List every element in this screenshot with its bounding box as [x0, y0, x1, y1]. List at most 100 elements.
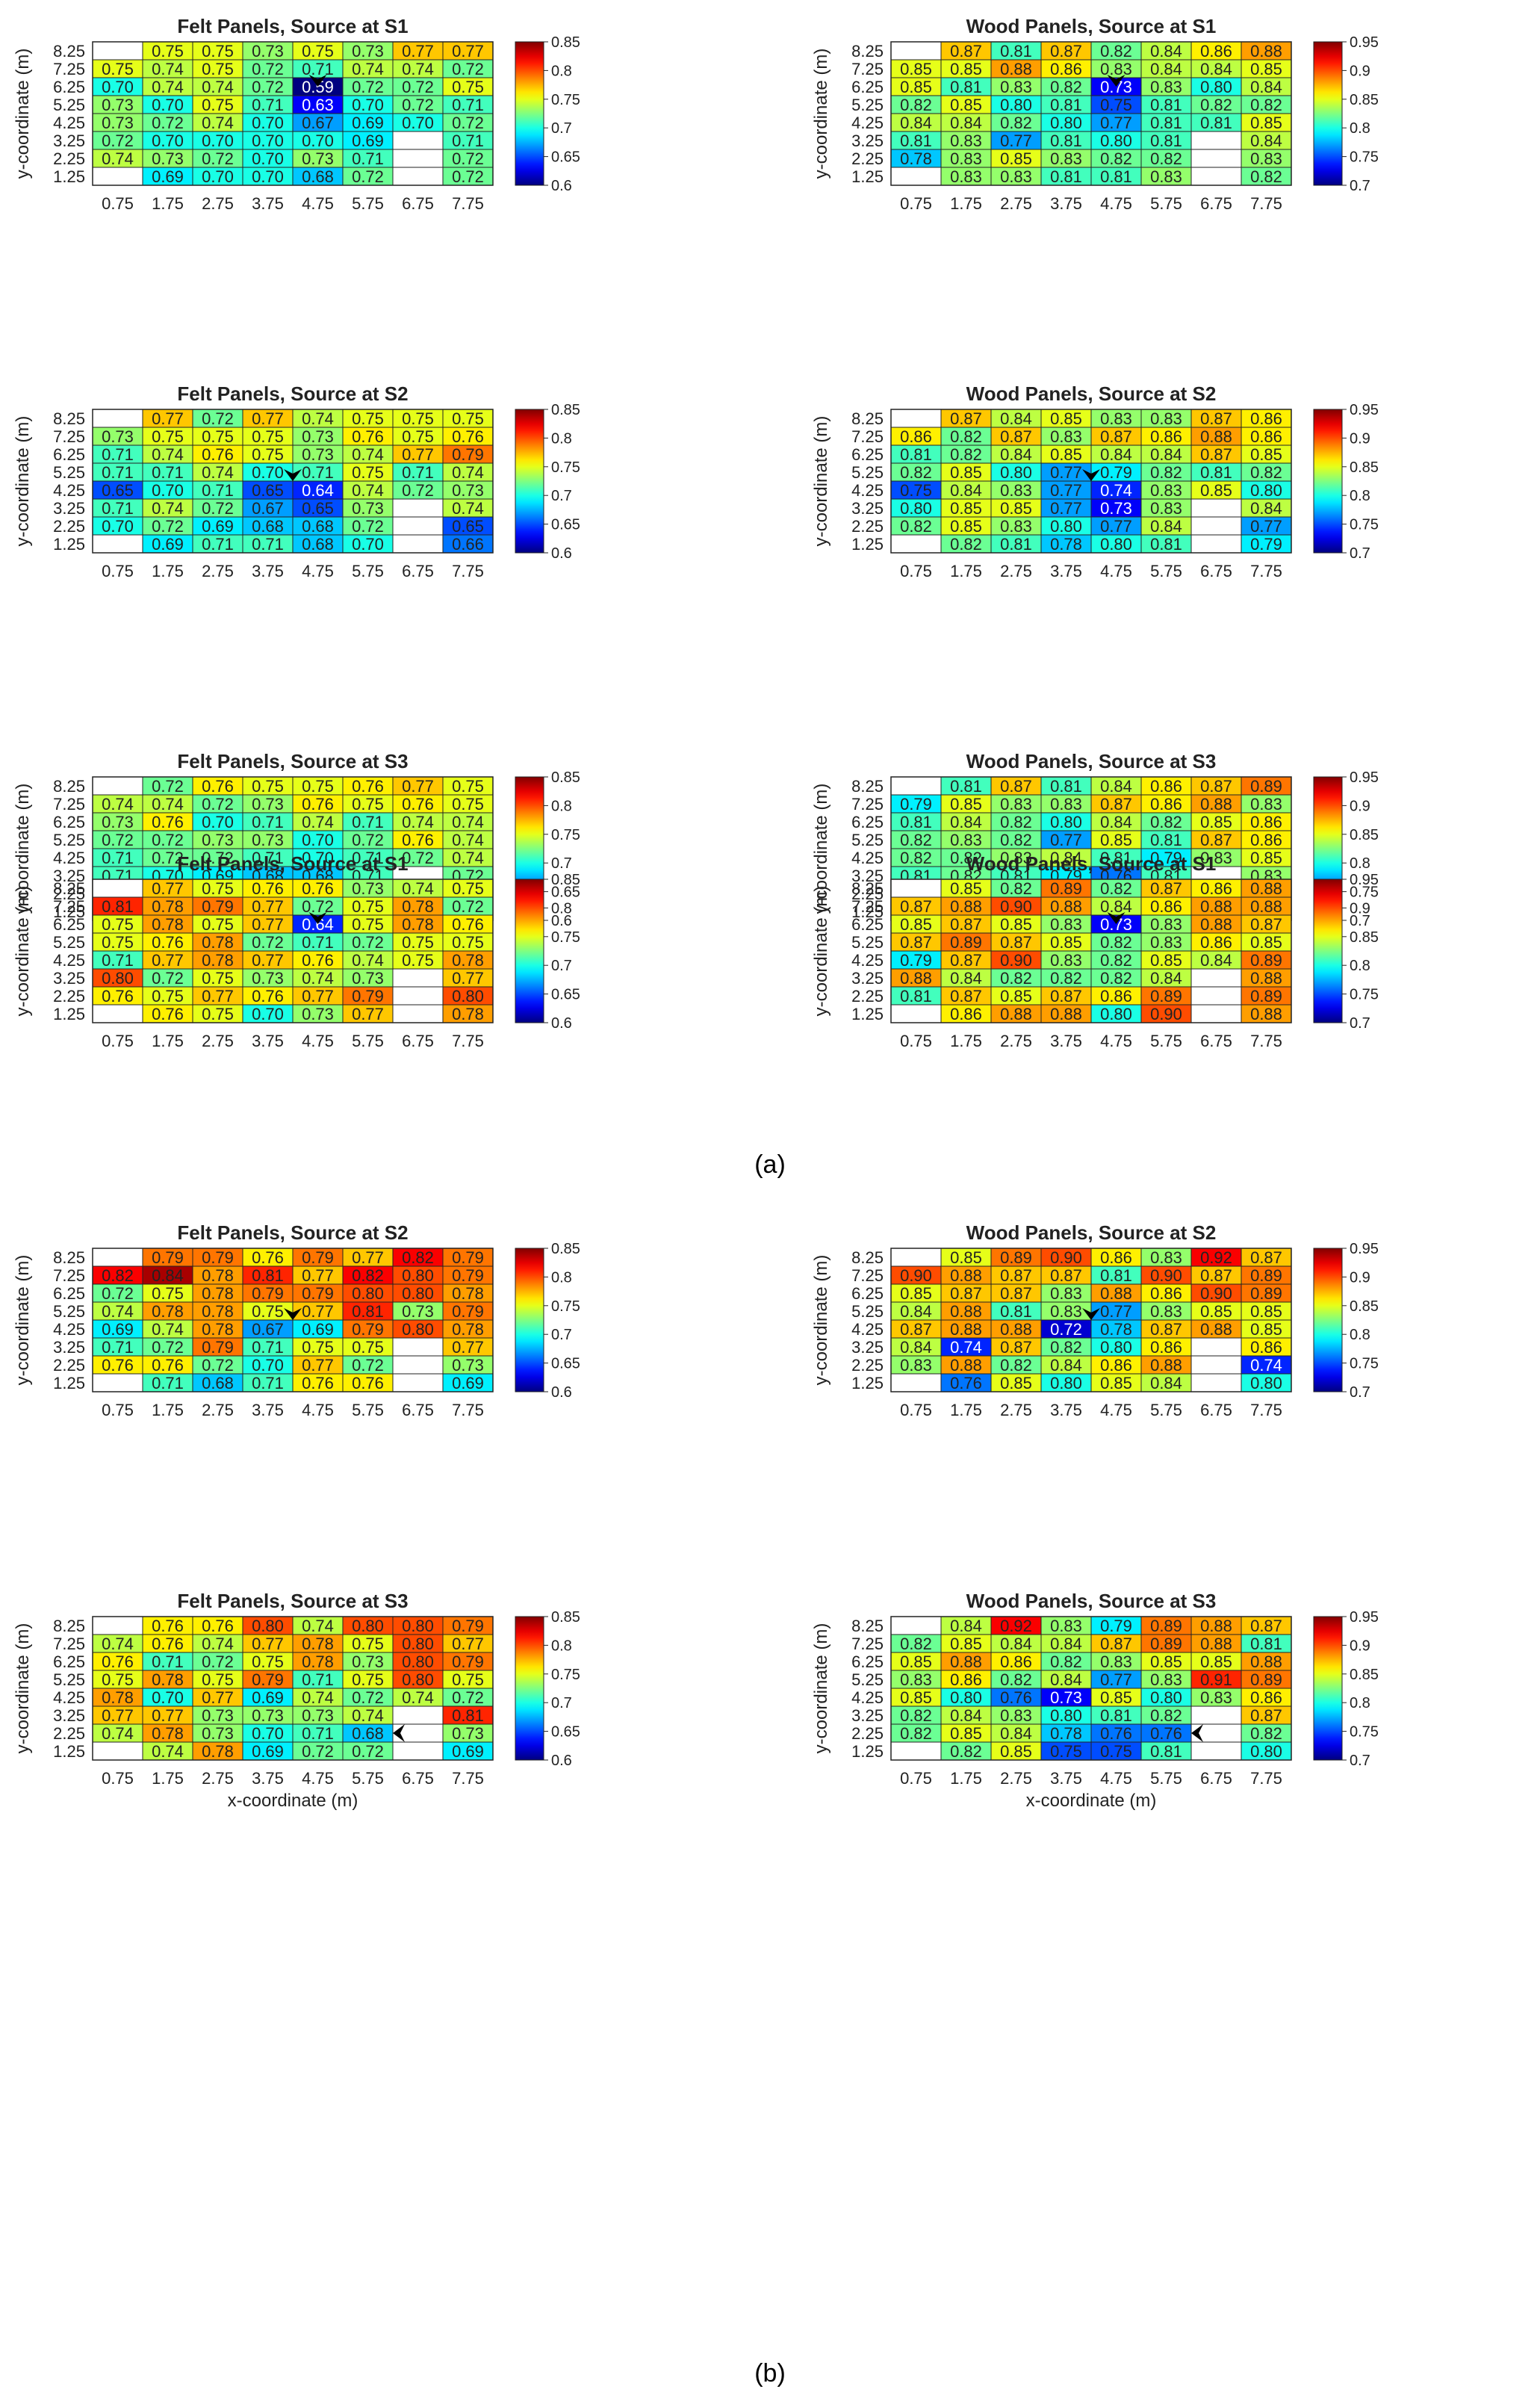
colorbar [515, 879, 544, 1023]
cell-value-label: 0.74 [452, 849, 484, 867]
heatmap-cell [392, 113, 444, 132]
heatmap-cell [242, 516, 294, 536]
colorbar-tick-label: 0.7 [551, 1327, 572, 1343]
cell-value-label: 0.82 [900, 849, 932, 867]
cell-value-label: 0.74 [202, 114, 234, 132]
heatmap-cell [292, 409, 344, 428]
cell-value-label: 0.84 [1150, 60, 1182, 78]
cell-value-label: 0.77 [1100, 1302, 1132, 1321]
cell-value-label: 0.76 [950, 1374, 982, 1392]
cell-value-label: 0.81 [102, 897, 134, 916]
cell-value-label: 0.71 [152, 1374, 184, 1392]
cell-value-label: 0.74 [202, 1635, 234, 1653]
colorbar-tick-label: 0.7 [1350, 1384, 1370, 1401]
y-tick-label: 8.25 [53, 42, 85, 61]
y-tick-label: 5.25 [851, 96, 884, 114]
cell-value-label: 0.87 [1200, 831, 1232, 849]
cell-value-label: 0.65 [252, 481, 284, 500]
heatmap-cell [990, 462, 1042, 482]
cell-value-label: 0.82 [1150, 149, 1182, 168]
cell-value-label: 0.75 [202, 96, 234, 114]
x-tick-label: 2.75 [1000, 1401, 1032, 1419]
cell-value-label: 0.72 [152, 849, 184, 867]
cell-value-label: 0.81 [950, 78, 982, 96]
x-tick-label: 4.75 [1100, 562, 1132, 580]
y-tick-label: 7.25 [53, 1635, 85, 1653]
cell-value-label: 0.85 [1050, 933, 1082, 952]
chart-title: Felt Panels, Source at S3 [177, 750, 408, 772]
cell-value-label: 0.72 [102, 131, 134, 150]
y-tick-label: 5.25 [53, 96, 85, 114]
heatmap-cell [192, 830, 243, 849]
cell-value-label: 0.82 [1100, 969, 1132, 988]
cell-value-label: 0.74 [102, 1302, 134, 1321]
cell-value-label: 0.85 [950, 463, 982, 482]
cell-value-label: 0.69 [352, 114, 384, 132]
x-tick-label: 0.75 [102, 1401, 134, 1419]
heatmap-cell [192, 77, 243, 96]
heatmap-cell [92, 879, 143, 898]
chart-title: Wood Panels, Source at S1 [966, 852, 1217, 875]
cell-value-label: 0.83 [1050, 149, 1082, 168]
cell-value-label: 0.88 [1250, 42, 1282, 61]
cell-value-label: 0.76 [152, 933, 184, 952]
y-tick-label: 3.25 [53, 131, 85, 150]
cell-value-label: 0.86 [950, 1005, 982, 1023]
cell-value-label: 0.85 [1200, 1302, 1232, 1321]
heatmap-cell [1241, 95, 1292, 114]
cell-value-label: 0.70 [152, 96, 184, 114]
cell-value-label: 0.85 [1000, 987, 1032, 1006]
cell-value-label: 0.70 [202, 813, 234, 831]
cell-value-label: 0.74 [452, 831, 484, 849]
cell-value-label: 0.70 [252, 1356, 284, 1375]
cell-value-label: 0.71 [102, 951, 134, 970]
cell-value-label: 0.70 [302, 131, 334, 150]
cell-value-label: 0.74 [302, 1617, 334, 1635]
heatmap-cell [890, 41, 942, 61]
colorbar [1313, 879, 1343, 1023]
heatmap-cell [392, 462, 444, 482]
x-tick-label: 7.75 [1250, 1401, 1282, 1419]
x-tick-label: 6.75 [402, 1769, 434, 1788]
heatmap-cell [940, 498, 992, 518]
cell-value-label: 0.80 [1250, 481, 1282, 500]
cell-value-label: 0.79 [1100, 1617, 1132, 1635]
cell-value-label: 0.87 [1000, 1338, 1032, 1357]
colorbar-tick-label: 0.85 [551, 872, 580, 888]
cell-value-label: 0.80 [402, 1670, 434, 1689]
cell-value-label: 0.84 [1000, 409, 1032, 428]
heatmap-cell [92, 1616, 143, 1635]
heatmap-cell [342, 480, 394, 500]
cell-value-label: 0.75 [452, 409, 484, 428]
cell-value-label: 0.75 [1100, 1742, 1132, 1761]
heatmap-cell [940, 167, 992, 186]
y-tick-label: 4.25 [851, 114, 884, 132]
cell-value-label: 0.82 [1100, 879, 1132, 898]
cell-value-label: 0.84 [1150, 445, 1182, 464]
cell-value-label: 0.83 [1000, 167, 1032, 186]
cell-value-label: 0.85 [1250, 1320, 1282, 1339]
heatmap-cell [1090, 534, 1142, 554]
heatmap-cell [142, 848, 193, 867]
heatmap-cell [342, 830, 394, 849]
colorbar [515, 41, 544, 186]
cell-value-label: 0.78 [302, 1635, 334, 1653]
cell-value-label: 0.72 [152, 969, 184, 988]
source-marker-icon [308, 75, 327, 87]
cell-value-label: 0.82 [1150, 463, 1182, 482]
cell-value-label: 0.81 [352, 1302, 384, 1321]
cell-value-label: 0.75 [352, 1670, 384, 1689]
cell-value-label: 0.74 [302, 1688, 334, 1707]
y-tick-label: 1.25 [53, 1374, 85, 1392]
heatmap-cell [142, 444, 193, 464]
heatmap-cell [242, 848, 294, 867]
cell-value-label: 0.73 [1100, 499, 1132, 518]
cell-value-label: 0.75 [252, 445, 284, 464]
cell-value-label: 0.83 [900, 1356, 932, 1375]
heatmap-cell [242, 480, 294, 500]
colorbar-tick-label: 0.9 [1350, 1269, 1370, 1286]
cell-value-label: 0.72 [352, 1742, 384, 1761]
cell-value-label: 0.82 [900, 831, 932, 849]
heatmap-cell [1190, 113, 1242, 132]
cell-value-label: 0.81 [1200, 114, 1232, 132]
